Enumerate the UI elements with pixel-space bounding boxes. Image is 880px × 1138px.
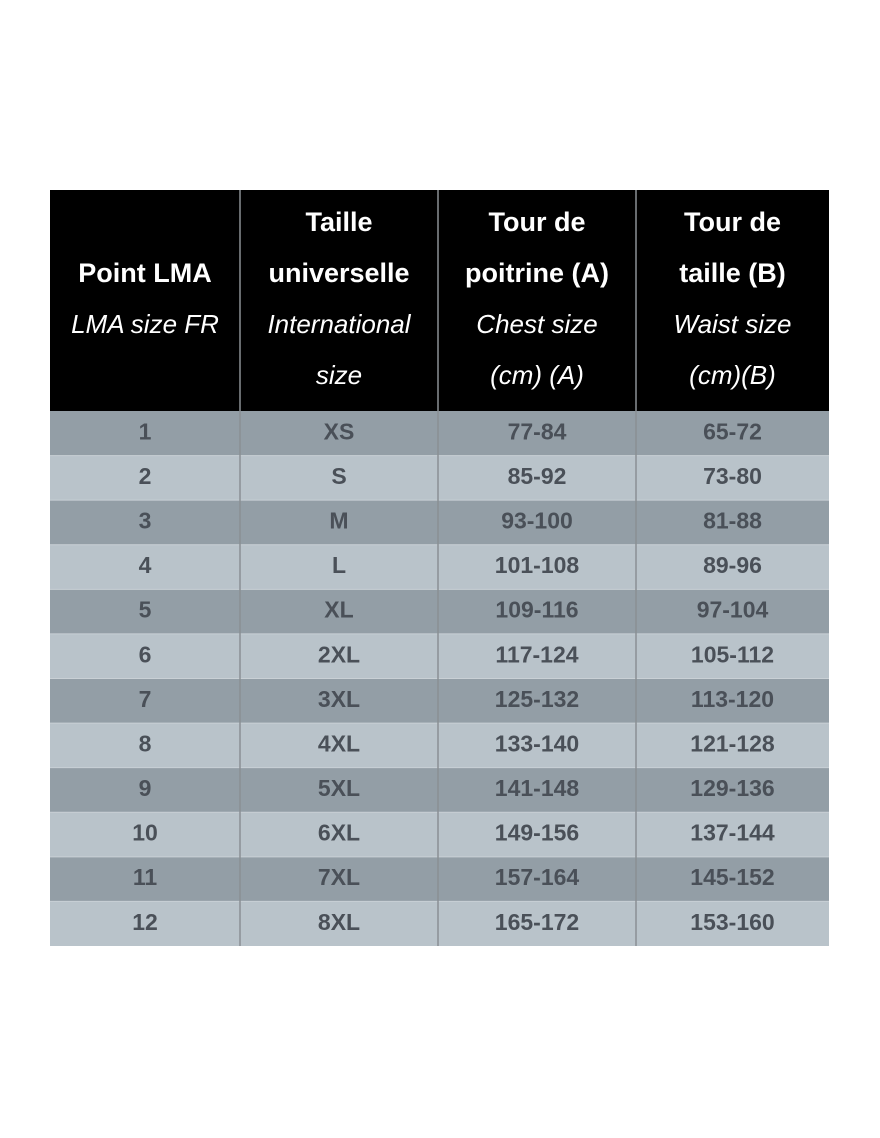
- table-cell: 3: [139, 508, 152, 534]
- table-cell: 89-96: [703, 552, 762, 578]
- table-cell: 121-128: [690, 730, 775, 756]
- table-cell: 101-108: [495, 552, 580, 578]
- row-background: [50, 544, 829, 590]
- table-cell: S: [331, 463, 346, 489]
- table-cell: 145-152: [690, 864, 774, 890]
- row-background: [50, 856, 829, 902]
- header-background: [50, 190, 829, 411]
- row-background: [50, 633, 829, 679]
- row-background: [50, 812, 829, 857]
- table-cell: 77-84: [508, 418, 567, 444]
- table-cell: 5: [139, 597, 152, 623]
- row-background: [50, 589, 829, 634]
- table-cell: 117-124: [495, 641, 578, 667]
- header-title: poitrine (A): [465, 258, 609, 288]
- table-cell: XS: [324, 418, 355, 444]
- header-title: Tour de: [684, 207, 781, 237]
- header-subtitle: size: [316, 360, 362, 390]
- table-cell: L: [332, 552, 346, 578]
- table-cell: 133-140: [495, 730, 579, 756]
- table-cell: 10: [132, 820, 158, 846]
- table-cell: 93-100: [501, 508, 573, 534]
- table-cell: 4: [139, 552, 152, 578]
- table-cell: 141-148: [495, 775, 580, 801]
- table-cell: 105-112: [691, 641, 774, 667]
- table-cell: 85-92: [508, 463, 567, 489]
- row-background: [50, 455, 829, 501]
- row-background: [50, 723, 829, 768]
- table-cell: 8XL: [318, 909, 360, 935]
- header-title: taille (B): [679, 258, 786, 288]
- header-title: Point LMA: [78, 258, 211, 288]
- header-subtitle: LMA size FR: [71, 309, 219, 339]
- table-cell: 4XL: [318, 730, 360, 756]
- header-subtitle: (cm)(B): [689, 360, 776, 390]
- header-subtitle: Chest size: [476, 309, 597, 339]
- table-cell: 7: [139, 686, 152, 712]
- table-cell: 73-80: [703, 463, 762, 489]
- table-cell: 2XL: [318, 641, 360, 667]
- header-subtitle: Waist size: [674, 309, 792, 339]
- row-background: [50, 767, 829, 813]
- table-cell: 137-144: [690, 820, 775, 846]
- header-subtitle: (cm) (A): [490, 360, 584, 390]
- table-cell: 9: [139, 775, 152, 801]
- table-cell: 65-72: [703, 418, 762, 444]
- row-background: [50, 901, 829, 946]
- table-cell: 6XL: [318, 820, 360, 846]
- row-background: [50, 500, 829, 545]
- header-subtitle: International: [267, 309, 411, 339]
- table-cell: 157-164: [495, 864, 580, 890]
- table-cell: 7XL: [318, 864, 360, 890]
- table-cell: XL: [324, 597, 353, 623]
- table-cell: 12: [132, 909, 158, 935]
- table-cell: M: [329, 508, 348, 534]
- header-title: Taille: [305, 207, 372, 237]
- table-cell: 11: [133, 864, 158, 890]
- row-background: [50, 678, 829, 724]
- table-cell: 1: [139, 418, 152, 444]
- table-cell: 153-160: [690, 909, 774, 935]
- table-cell: 8: [139, 730, 152, 756]
- table-cell: 149-156: [495, 820, 579, 846]
- header-title: Tour de: [489, 207, 586, 237]
- table-cell: 3XL: [318, 686, 360, 712]
- table-cell: 129-136: [690, 775, 774, 801]
- table-cell: 113-120: [691, 686, 774, 712]
- header-title: universelle: [268, 258, 409, 288]
- table-cell: 5XL: [318, 775, 360, 801]
- table-cell: 81-88: [703, 508, 762, 534]
- table-cell: 6: [139, 641, 152, 667]
- table-cell: 109-116: [495, 597, 578, 623]
- row-background: [50, 411, 829, 456]
- table-cell: 97-104: [697, 597, 769, 623]
- table-cell: 165-172: [495, 909, 579, 935]
- table-cell: 2: [139, 463, 152, 489]
- table-cell: 125-132: [495, 686, 579, 712]
